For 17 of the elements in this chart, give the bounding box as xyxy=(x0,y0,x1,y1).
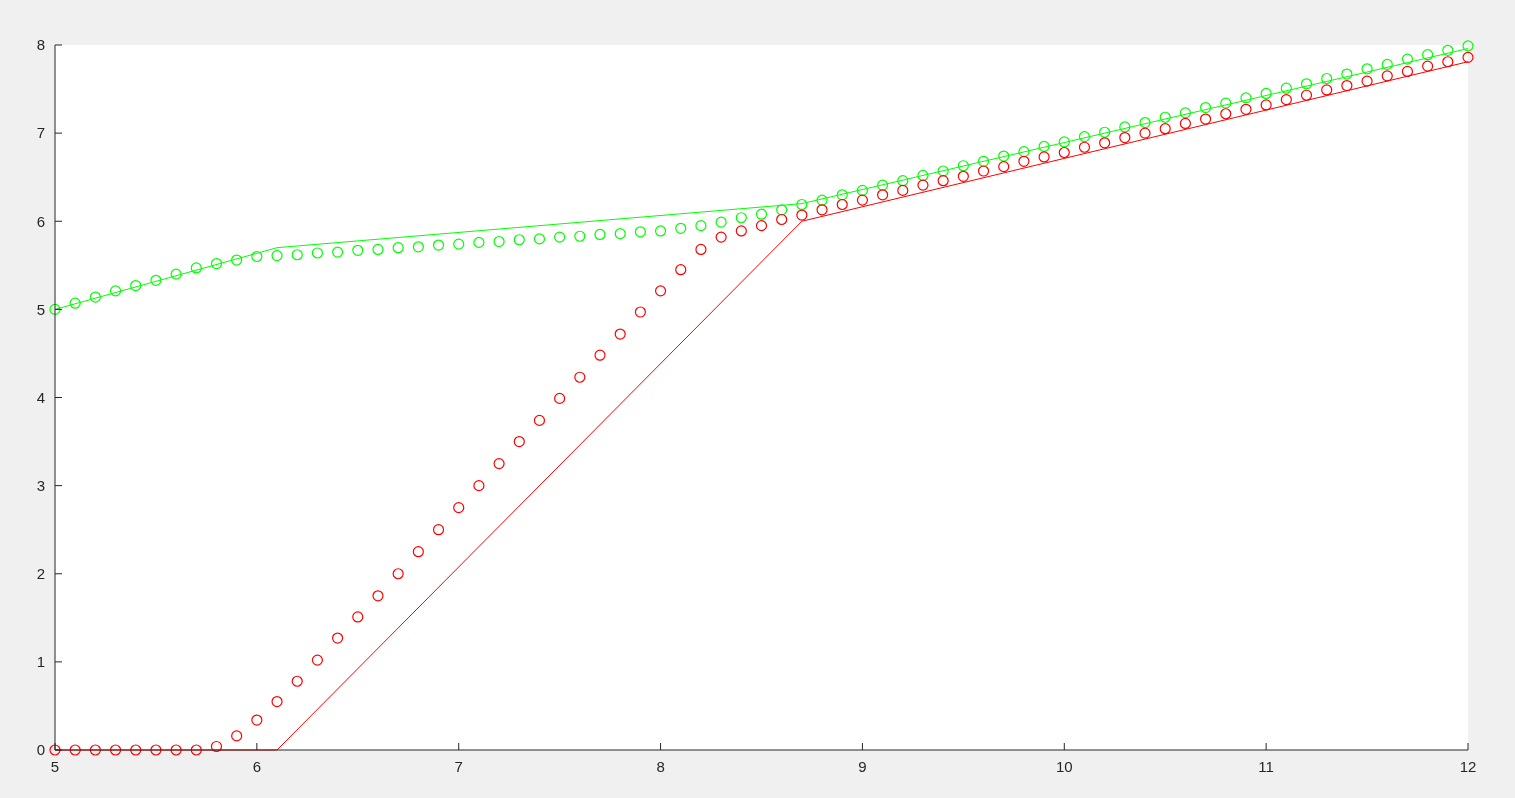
y-tick-label: 4 xyxy=(36,388,45,406)
y-tick-label: 3 xyxy=(36,476,45,494)
x-tick-label: 6 xyxy=(252,758,262,775)
x-tick-label: 7 xyxy=(454,758,463,775)
y-tick-label: 6 xyxy=(36,212,45,230)
y-tick-label: 8 xyxy=(36,36,45,54)
y-tick-label: 2 xyxy=(36,565,45,582)
x-tick-label: 5 xyxy=(50,758,60,775)
x-tick-label: 10 xyxy=(1055,758,1073,775)
y-tick-label: 0 xyxy=(36,741,45,759)
y-tick-label: 1 xyxy=(36,653,45,671)
y-tick-label: 7 xyxy=(36,124,45,142)
x-tick-label: 8 xyxy=(656,758,665,775)
x-tick-label: 12 xyxy=(1459,758,1477,775)
x-tick-label: 11 xyxy=(1258,758,1274,775)
y-tick-label: 5 xyxy=(36,300,45,318)
x-tick-label: 9 xyxy=(858,758,867,775)
